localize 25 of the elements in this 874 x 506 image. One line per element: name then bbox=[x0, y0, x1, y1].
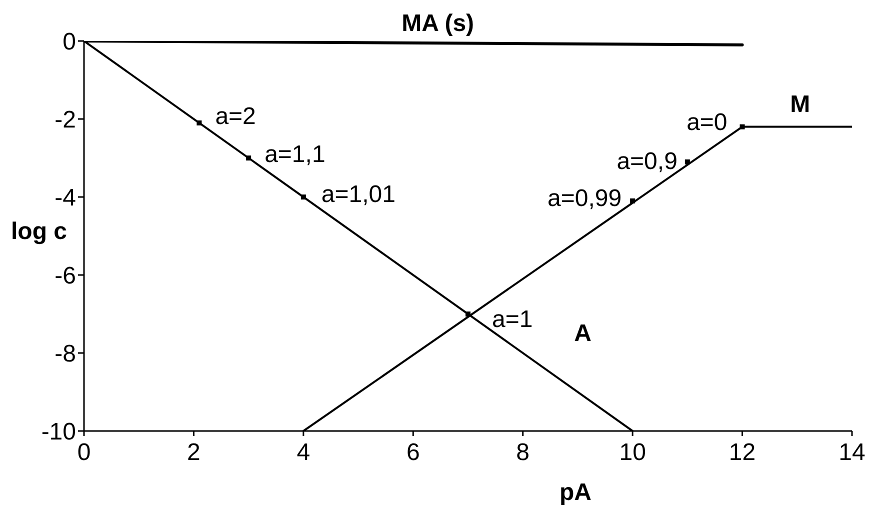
annotation: a=0,9 bbox=[616, 148, 678, 175]
annotation: a=1,1 bbox=[264, 141, 326, 168]
series-label: A bbox=[574, 320, 592, 347]
x-tick-label: 14 bbox=[838, 439, 866, 466]
x-tick-label: 10 bbox=[619, 439, 646, 466]
annotation: a=1 bbox=[492, 306, 533, 333]
annotation: a=0,99 bbox=[547, 184, 622, 212]
x-tick-label: 8 bbox=[516, 439, 530, 466]
annotation: a=1,01 bbox=[321, 181, 396, 208]
x-tick-label: 4 bbox=[296, 439, 310, 466]
y-tick-label: 0 bbox=[62, 28, 76, 56]
x-tick-label: 2 bbox=[187, 439, 200, 466]
x-tick-label: 6 bbox=[406, 439, 420, 466]
y-tick-label: -8 bbox=[54, 340, 76, 368]
y-tick-label: -10 bbox=[41, 418, 76, 446]
series-label: MA (s) bbox=[402, 10, 474, 38]
y-tick-label: -6 bbox=[54, 262, 76, 290]
annotation: a=2 bbox=[215, 102, 256, 130]
x-axis-title: pA bbox=[560, 479, 592, 506]
x-tick-label: 12 bbox=[728, 439, 756, 466]
y-axis-title: log c bbox=[10, 218, 68, 245]
y-tick-label: -2 bbox=[54, 106, 76, 134]
y-tick-label: -4 bbox=[54, 184, 76, 212]
series-label: M bbox=[790, 90, 810, 118]
annotation: a=0 bbox=[686, 108, 728, 136]
